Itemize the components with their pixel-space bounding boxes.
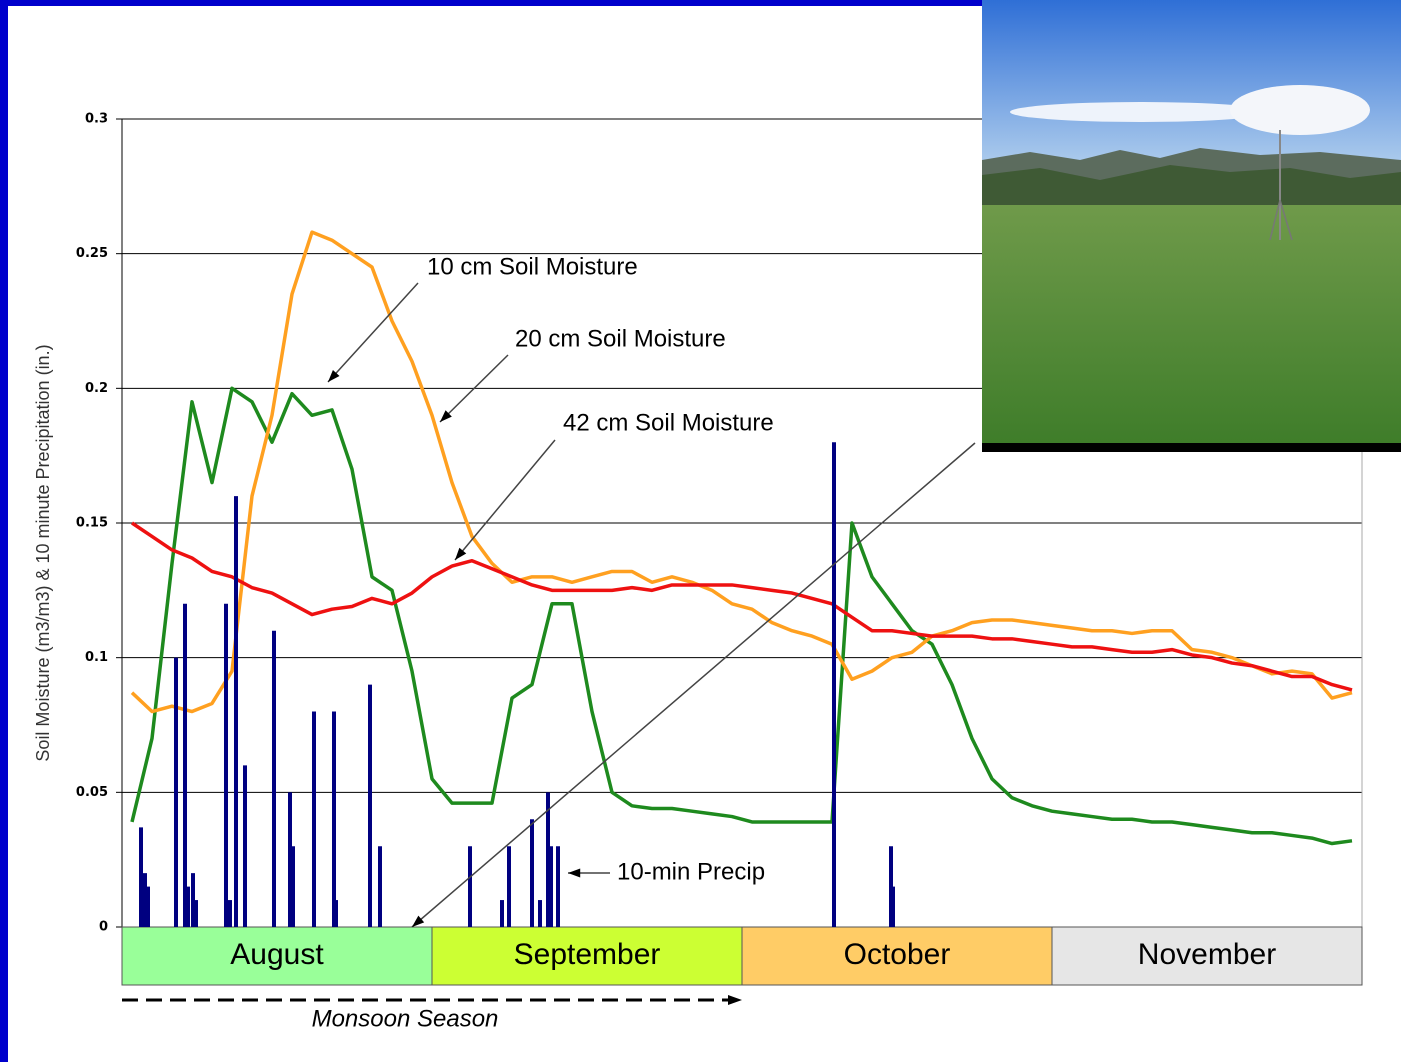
series-label: 42 cm Soil Moisture (563, 409, 774, 436)
y-tick-label: 0.2 (85, 381, 108, 396)
photo-cloud (1230, 85, 1370, 135)
month-label: September (514, 938, 661, 971)
chart: 0 0.05 0.1 0.15 0.2 0.25 0.3 Soil Moisture (m3/… (0, 0, 1401, 1062)
month-label: November (1138, 938, 1276, 971)
y-tick-label: 0 (99, 920, 108, 935)
y-tick-label: 0.15 (76, 516, 108, 531)
y-tick-label: 0.1 (85, 650, 108, 665)
month-label: August (230, 938, 324, 971)
photo-sky (982, 0, 1401, 160)
photo (982, 0, 1401, 452)
series-label: 10-min Precip (617, 858, 765, 885)
y-tick-label: 0.25 (76, 246, 108, 261)
photo-grass (982, 205, 1401, 443)
monsoon-label: Monsoon Season (312, 1005, 499, 1032)
series-label: 20 cm Soil Moisture (515, 325, 726, 352)
y-tick-label: 0.3 (85, 112, 108, 127)
series-label: 10 cm Soil Moisture (427, 253, 638, 280)
y-tick-label: 0.05 (76, 785, 108, 800)
month-label: October (844, 938, 951, 971)
y-axis-label: Soil Moisture (m3/m3) & 10 minute Precip… (33, 344, 53, 761)
